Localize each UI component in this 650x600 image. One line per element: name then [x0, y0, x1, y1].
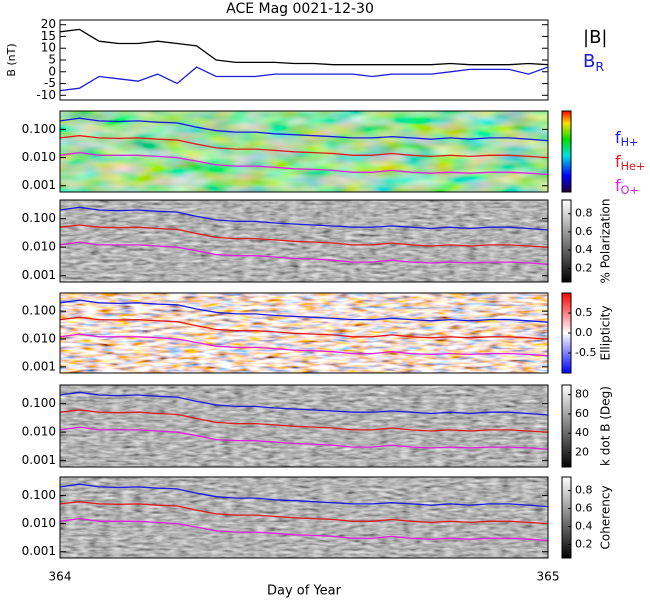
spectrogram-texture [60, 200, 548, 282]
colorbar-label: Ellipticity [599, 306, 613, 361]
colorbar-tick-label: 40 [575, 426, 589, 439]
spectrogram-texture [60, 293, 548, 373]
colorbar-tick-label: 80 [575, 388, 589, 401]
legend-entry: fH+ [615, 128, 638, 150]
y-tick-label: 0.001 [22, 453, 56, 467]
plot-frame [59, 384, 549, 468]
colorbar-label: % Polarization [599, 199, 613, 284]
series-line [60, 117, 548, 142]
y-tick-label: 0.010 [22, 425, 56, 439]
y-tick-label: 0.010 [22, 332, 56, 346]
spectrogram-texture [60, 111, 548, 192]
colorbar-tick-label: 0.2 [575, 261, 593, 274]
series-line [60, 426, 548, 450]
y-tick-label: 0.001 [22, 178, 56, 192]
y-axis-label: B (nT) [5, 43, 18, 76]
colorbar-tick-label: 0.2 [575, 538, 593, 551]
series-line [60, 517, 548, 542]
series-line [60, 333, 548, 357]
colorbar-tick-label: 0.0 [575, 326, 593, 339]
y-tick-label: 0.001 [22, 544, 56, 558]
colorbar [561, 199, 572, 283]
series-line [60, 206, 548, 231]
series-line [60, 299, 548, 323]
y-tick-label: 0.010 [22, 516, 56, 530]
colorbar-tick-label: 20 [575, 446, 589, 459]
y-tick-label: 0.100 [22, 488, 56, 502]
colorbar-tick-label: -0.5 [575, 346, 596, 359]
y-tick-label: 15 [41, 29, 56, 43]
colorbar-tick-label: 60 [575, 407, 589, 420]
y-tick-label: 0.010 [22, 150, 56, 164]
series-line [60, 224, 548, 248]
series-line [60, 66, 548, 92]
series-line [60, 135, 548, 159]
y-tick-label: 0.001 [22, 359, 56, 373]
colorbar [561, 476, 572, 559]
colorbar-tick-label: 0.4 [575, 243, 593, 256]
y-tick-label: 0.100 [22, 122, 56, 136]
y-tick-label: 0 [48, 64, 56, 78]
series-line [60, 241, 548, 265]
legend-entry: fHe+ [615, 152, 645, 174]
legend-entry: fO+ [615, 176, 639, 198]
colorbar-tick-label: 0.5 [575, 306, 593, 319]
y-tick-label: -10 [36, 88, 56, 102]
colorbar-tick-label: 0.4 [575, 520, 593, 533]
colorbar-tick-label: 0.8 [575, 207, 593, 220]
spectrogram-texture [60, 477, 548, 558]
legend-entry: |B| [583, 27, 607, 48]
y-tick-label: 0.100 [22, 211, 56, 225]
chart-title: ACE Mag 0021-12-30 [226, 1, 374, 17]
x-axis-label: Day of Year [267, 584, 342, 599]
series-line [60, 409, 548, 433]
series-line [60, 28, 548, 66]
plot-frame [59, 292, 549, 374]
series-line [60, 391, 548, 416]
colorbar [561, 110, 572, 193]
y-tick-label: -5 [44, 76, 56, 90]
colorbar-label: k dot B (Deg) [599, 386, 613, 466]
series-line [60, 501, 548, 525]
plot-frame [59, 19, 549, 101]
legend-entry: BR [583, 51, 604, 74]
plot-frame [59, 476, 549, 559]
y-tick-label: 10 [41, 41, 56, 55]
colorbar-tick-label: 0.6 [575, 225, 593, 238]
y-tick-label: 5 [48, 53, 56, 67]
series-line [60, 316, 548, 340]
series-line [60, 483, 548, 508]
x-tick-label: 364 [49, 570, 72, 584]
series-line [60, 151, 548, 176]
y-tick-label: 0.010 [22, 240, 56, 254]
plot-frame [59, 199, 549, 283]
x-tick-label: 365 [537, 570, 560, 584]
y-tick-label: 0.100 [22, 396, 56, 410]
colorbar-label: Coherency [599, 485, 613, 549]
colorbar-tick-label: 0.6 [575, 502, 593, 515]
spectrogram-texture [60, 385, 548, 467]
y-tick-label: 0.100 [22, 304, 56, 318]
plot-frame [59, 110, 549, 193]
y-tick-label: 20 [41, 17, 56, 31]
y-tick-label: 0.001 [22, 268, 56, 282]
colorbar [561, 384, 572, 468]
colorbar-tick-label: 0.8 [575, 484, 593, 497]
